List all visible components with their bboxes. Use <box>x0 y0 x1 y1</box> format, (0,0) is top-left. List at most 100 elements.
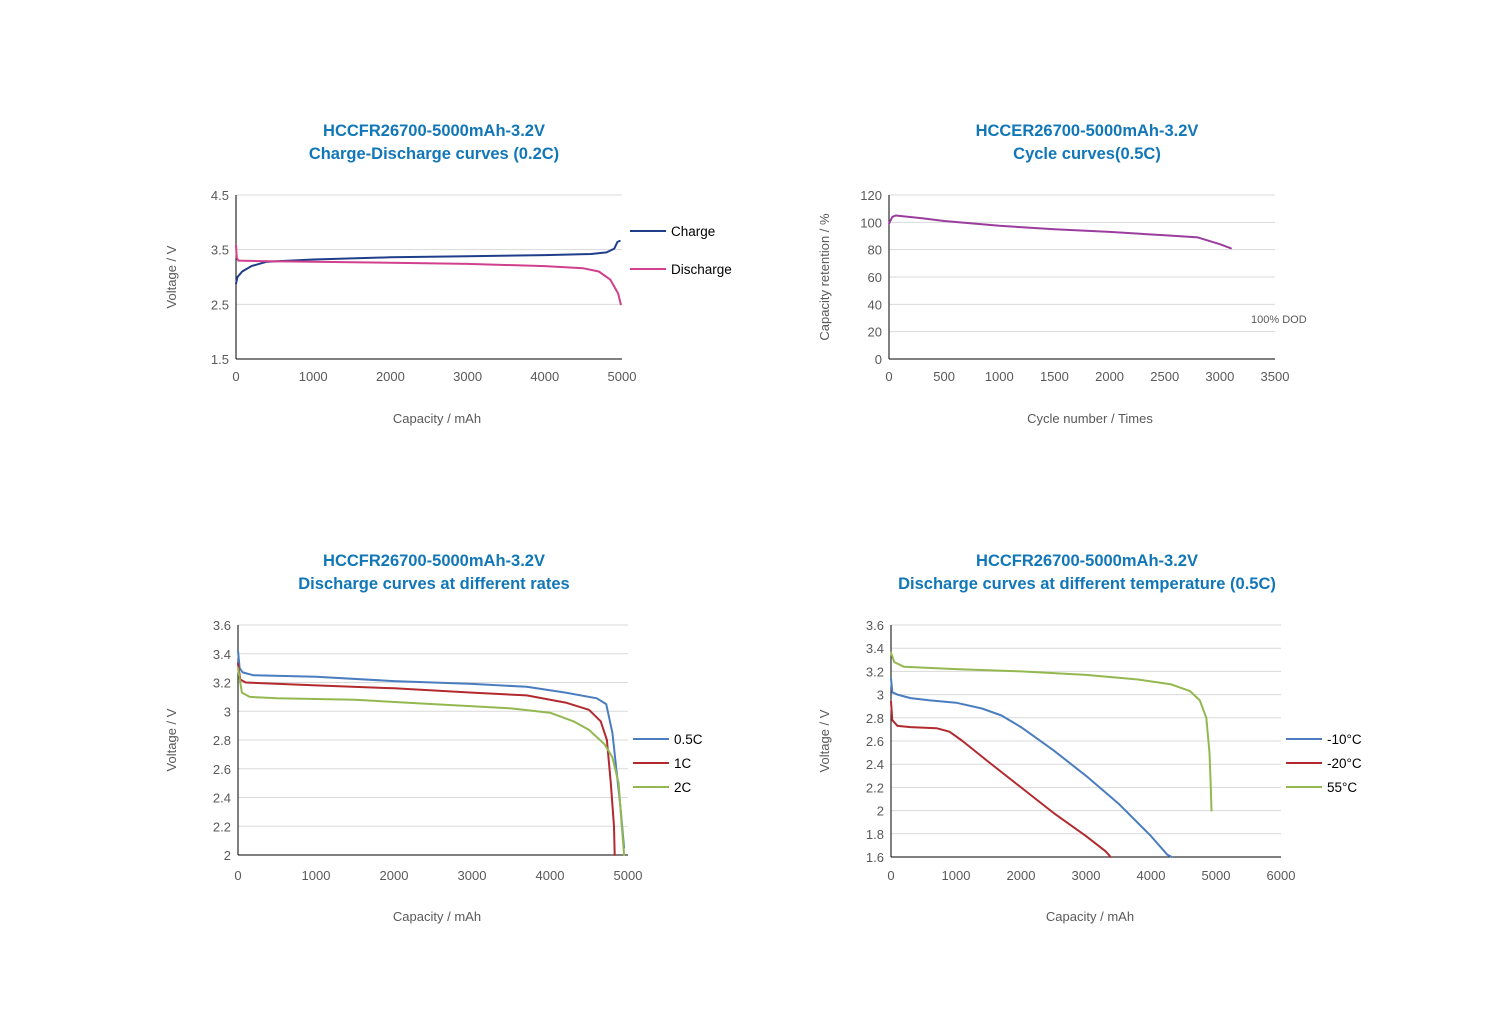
y-tick-label: 3.6 <box>866 618 884 633</box>
x-tick-label: 5000 <box>608 369 637 384</box>
x-tick-label: 1500 <box>1040 369 1069 384</box>
x-tick-label: 2000 <box>376 369 405 384</box>
y-tick-label: 3.2 <box>213 676 231 691</box>
chart-title-line1: HCCFR26700-5000mAh-3.2V <box>976 552 1198 570</box>
legend-label: -20°C <box>1327 756 1362 771</box>
chart-title-line1: HCCFR26700-5000mAh-3.2V <box>323 552 545 570</box>
y-tick-label: 3.2 <box>866 664 884 679</box>
y-axis-label: Voltage / V <box>817 709 832 772</box>
legend-label: 1C <box>674 756 692 771</box>
y-tick-label: 3.4 <box>866 641 884 656</box>
chart-title-line1: HCCFR26700-5000mAh-3.2V <box>323 122 545 140</box>
x-axis-label: Cycle number / Times <box>1027 411 1153 426</box>
y-tick-label: 2.4 <box>866 757 884 772</box>
y-tick-label: 40 <box>868 297 882 312</box>
y-tick-label: 1.8 <box>866 827 884 842</box>
x-axis-label: Capacity / mAh <box>393 909 481 924</box>
series-line-1 <box>237 662 616 856</box>
x-tick-label: 6000 <box>1267 868 1296 883</box>
y-tick-label: 3.5 <box>211 243 229 258</box>
y-tick-label: 2.5 <box>211 297 229 312</box>
series-line-0 <box>888 214 1232 250</box>
x-tick-label: 5000 <box>614 868 643 883</box>
legend-label: -10°C <box>1327 732 1362 747</box>
y-tick-label: 3 <box>877 688 884 703</box>
chart-title: HCCER26700-5000mAh-3.2V Cycle curves(0.5… <box>827 120 1347 166</box>
x-tick-label: 0 <box>232 369 239 384</box>
x-tick-label: 0 <box>234 868 241 883</box>
chart-panel-charge-discharge: HCCFR26700-5000mAh-3.2V Charge-Discharge… <box>0 0 745 500</box>
legend-label: Discharge <box>671 262 732 277</box>
x-tick-label: 2000 <box>1007 868 1036 883</box>
y-tick-label: 2.8 <box>213 733 231 748</box>
y-tick-label: 2.2 <box>213 819 231 834</box>
x-tick-label: 3000 <box>458 868 487 883</box>
x-tick-label: 2500 <box>1150 369 1179 384</box>
chart-title: HCCFR26700-5000mAh-3.2V Discharge curves… <box>827 550 1347 596</box>
y-tick-label: 1.6 <box>866 850 884 865</box>
series-line-0 <box>235 239 621 285</box>
y-axis-label: Capacity retention / % <box>817 213 832 341</box>
x-tick-label: 4000 <box>530 369 559 384</box>
y-tick-label: 2.2 <box>866 780 884 795</box>
legend-label: Charge <box>671 224 715 239</box>
y-tick-label: 1.5 <box>211 352 229 367</box>
y-tick-label: 2.6 <box>213 762 231 777</box>
chart-title-line1: HCCER26700-5000mAh-3.2V <box>975 122 1199 140</box>
x-tick-label: 3000 <box>453 369 482 384</box>
series-line-1 <box>235 244 622 306</box>
x-tick-label: 5000 <box>1202 868 1231 883</box>
y-axis-label: Voltage / V <box>164 245 179 308</box>
y-tick-label: 2.6 <box>866 734 884 749</box>
charge-discharge-chart: 1.5 2.5 3.5 4.5 0 1000 2000 3000 4000 5000 Capacit… <box>164 188 732 426</box>
x-tick-label: 500 <box>933 369 955 384</box>
chart-panel-rates: HCCFR26700-5000mAh-3.2V Discharge curves… <box>164 550 703 924</box>
x-axis-label: Capacity / mAh <box>393 411 481 426</box>
annotation-label: 100% DOD <box>1251 314 1307 326</box>
series-line-2 <box>237 667 626 856</box>
x-tick-label: 0 <box>887 868 894 883</box>
y-tick-label: 100 <box>860 215 882 230</box>
x-tick-label: 2000 <box>1095 369 1124 384</box>
y-tick-label: 2.4 <box>213 791 231 806</box>
x-tick-label: 4000 <box>536 868 565 883</box>
y-tick-label: 3.4 <box>213 647 231 662</box>
chart-panel-cycle: HCCER26700-5000mAh-3.2V Cycle curves(0.5… <box>0 0 1489 500</box>
y-tick-label: 20 <box>868 325 882 340</box>
x-tick-label: 3000 <box>1205 369 1234 384</box>
chart-title-line2: Charge-Discharge curves (0.2C) <box>308 145 560 163</box>
y-tick-label: 60 <box>868 270 882 285</box>
x-tick-label: 2000 <box>380 868 409 883</box>
chart-title: HCCFR26700-5000mAh-3.2V Charge-Discharge… <box>174 120 694 166</box>
y-axis-label: Voltage / V <box>164 708 179 771</box>
series-line-2 <box>890 651 1213 812</box>
y-tick-label: 120 <box>860 188 882 203</box>
x-tick-label: 3000 <box>1072 868 1101 883</box>
x-tick-label: 0 <box>885 369 892 384</box>
x-tick-label: 1000 <box>302 868 331 883</box>
x-tick-label: 1000 <box>299 369 328 384</box>
chart-title-line2: Discharge curves at different temperatur… <box>898 575 1276 593</box>
cycle-chart: 0 20 40 60 80 100 120 0 500 1000 1500 2000 2500 3000 3… <box>817 188 1307 426</box>
y-tick-label: 0 <box>875 352 882 367</box>
chart-title-line2: Discharge curves at different rates <box>298 575 570 593</box>
legend-label: 55°C <box>1327 780 1357 795</box>
y-tick-label: 2 <box>224 848 231 863</box>
chart-title-line2: Cycle curves(0.5C) <box>1013 145 1161 163</box>
y-tick-label: 2 <box>877 804 884 819</box>
x-tick-label: 4000 <box>1137 868 1166 883</box>
legend-label: 2C <box>674 780 692 795</box>
y-tick-label: 4.5 <box>211 188 229 203</box>
y-tick-label: 3.6 <box>213 618 231 633</box>
chart-title: HCCFR26700-5000mAh-3.2V Discharge curves… <box>174 550 694 596</box>
y-tick-label: 3 <box>224 704 231 719</box>
y-tick-label: 2.8 <box>866 711 884 726</box>
series-line-1 <box>890 700 1112 858</box>
series-line-0 <box>237 649 626 849</box>
x-tick-label: 1000 <box>985 369 1014 384</box>
y-tick-label: 80 <box>868 243 882 258</box>
series-line-0 <box>890 677 1173 858</box>
legend-label: 0.5C <box>674 732 703 747</box>
